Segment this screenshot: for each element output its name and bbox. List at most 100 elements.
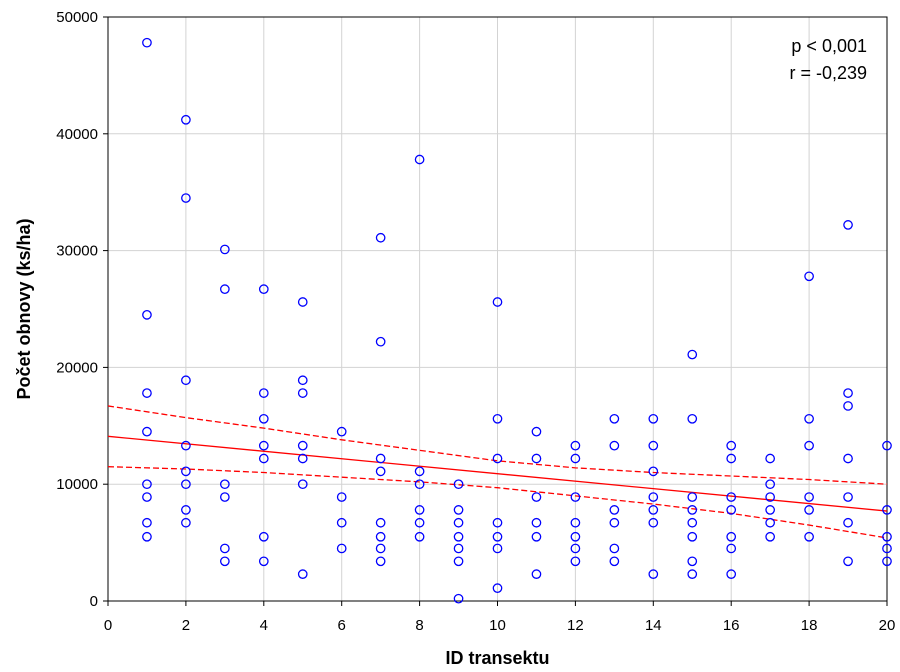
data-point	[414, 517, 425, 528]
confidence-lower-line	[107, 466, 888, 539]
data-point	[765, 531, 776, 542]
data-point	[570, 453, 581, 464]
data-point	[648, 466, 659, 477]
y-tick-label: 10000	[56, 476, 98, 493]
data-point	[297, 453, 308, 464]
x-tick-label: 18	[801, 617, 818, 634]
x-tick-label: 0	[104, 617, 112, 634]
x-axis-title: ID transektu	[445, 648, 549, 668]
data-point	[843, 401, 853, 411]
data-point	[687, 569, 698, 579]
x-tick-label: 20	[879, 617, 896, 634]
data-point	[765, 505, 776, 515]
data-point	[453, 531, 464, 542]
regression-line	[107, 435, 888, 512]
y-tick-label: 30000	[56, 243, 98, 260]
data-point	[375, 517, 386, 528]
data-point	[142, 37, 152, 48]
x-tick-label: 8	[415, 617, 423, 634]
data-point	[258, 388, 269, 398]
data-point	[258, 453, 269, 464]
data-point	[687, 413, 698, 424]
data-point	[726, 505, 737, 515]
data-point	[492, 583, 503, 594]
data-points	[142, 37, 892, 604]
data-point	[220, 244, 230, 255]
data-point	[181, 479, 191, 490]
data-point	[882, 440, 892, 451]
data-point	[181, 505, 191, 515]
data-point	[453, 593, 464, 604]
data-point	[843, 517, 853, 528]
data-point	[220, 556, 230, 567]
data-point	[220, 479, 230, 490]
data-point	[375, 531, 386, 542]
data-point	[336, 492, 347, 502]
data-point	[687, 349, 698, 360]
data-point	[726, 492, 737, 502]
data-point	[453, 479, 464, 490]
data-point	[492, 413, 503, 424]
data-point	[570, 517, 581, 528]
data-point	[414, 154, 425, 165]
data-point	[142, 531, 152, 542]
regression-fit	[107, 435, 888, 512]
data-point	[453, 505, 464, 515]
data-point	[609, 440, 620, 451]
data-point	[181, 440, 191, 451]
data-point	[492, 543, 503, 554]
data-point	[687, 517, 698, 528]
data-point	[804, 492, 814, 502]
data-point	[648, 492, 659, 502]
x-tick-label: 16	[723, 617, 740, 634]
x-tick-label: 2	[182, 617, 190, 634]
r-value-annotation: r = -0,239	[789, 63, 867, 83]
x-tick-label: 14	[645, 617, 662, 634]
data-point	[414, 531, 425, 542]
data-point	[297, 375, 308, 386]
data-point	[843, 388, 853, 398]
data-point	[336, 517, 347, 528]
data-point	[843, 556, 853, 567]
data-point	[609, 517, 620, 528]
data-point	[648, 413, 659, 424]
data-point	[297, 388, 308, 398]
data-point	[531, 453, 542, 464]
data-point	[687, 531, 698, 542]
data-point	[142, 517, 152, 528]
data-point	[531, 569, 542, 579]
data-point	[843, 492, 853, 502]
y-tick-label: 40000	[56, 126, 98, 143]
data-point	[453, 543, 464, 554]
data-point	[492, 297, 503, 307]
data-point	[181, 517, 191, 528]
data-point	[142, 388, 152, 398]
data-point	[687, 556, 698, 567]
data-point	[765, 517, 776, 528]
data-point	[297, 440, 308, 451]
data-point	[375, 453, 386, 464]
confidence-upper-line	[107, 405, 888, 485]
data-point	[375, 466, 386, 477]
x-tick-label: 4	[260, 617, 268, 634]
data-point	[765, 492, 776, 502]
data-point	[726, 543, 737, 554]
data-point	[882, 505, 892, 515]
data-point	[142, 492, 152, 502]
data-point	[648, 517, 659, 528]
data-point	[492, 453, 503, 464]
data-point	[570, 556, 581, 567]
data-point	[220, 492, 230, 502]
data-point	[453, 517, 464, 528]
data-point	[882, 543, 892, 554]
data-point	[882, 531, 892, 542]
data-point	[492, 531, 503, 542]
p-value-annotation: p < 0,001	[791, 36, 867, 56]
data-point	[220, 543, 230, 554]
x-tick-label: 12	[567, 617, 584, 634]
data-point	[258, 440, 269, 451]
confidence-band	[107, 405, 888, 539]
x-tick-label: 10	[489, 617, 506, 634]
data-point	[570, 440, 581, 451]
y-tick-label: 20000	[56, 359, 98, 376]
